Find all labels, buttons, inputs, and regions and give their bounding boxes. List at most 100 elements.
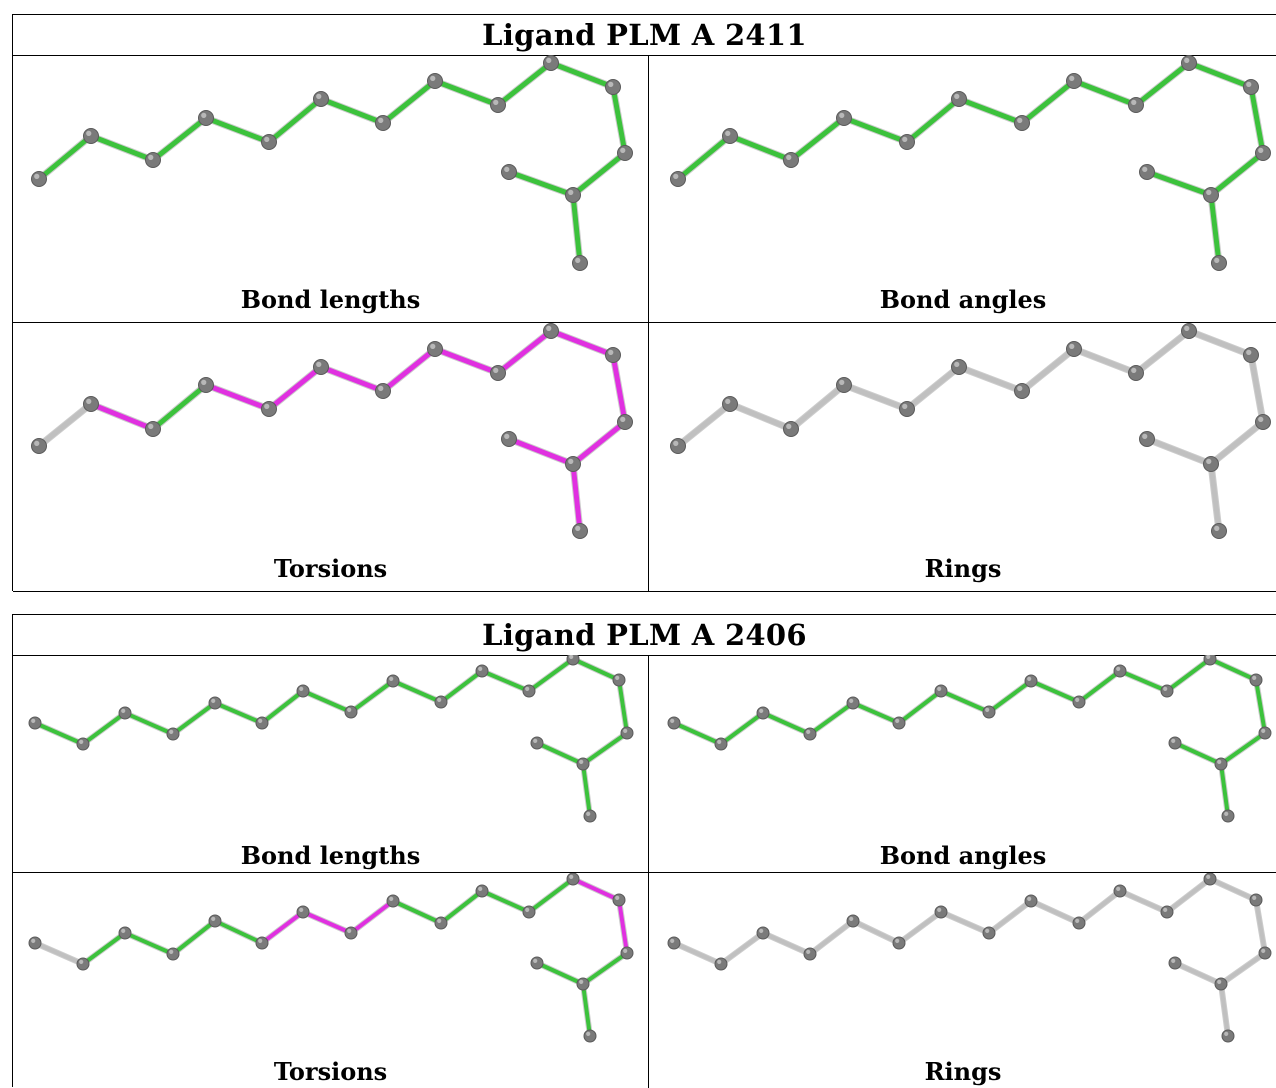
atom: [722, 128, 738, 144]
atom-highlight: [575, 257, 581, 263]
atom-highlight: [201, 112, 207, 118]
atom: [783, 421, 799, 437]
bond: [570, 192, 583, 266]
bond: [897, 910, 943, 945]
bond: [260, 689, 305, 725]
atom-highlight: [347, 707, 352, 713]
panel-caption: Bond angles: [879, 285, 1047, 314]
atom-highlight: [954, 361, 960, 367]
bond: [1077, 889, 1122, 925]
bond: [571, 657, 621, 682]
atom: [783, 152, 799, 168]
atom-highlight: [1184, 57, 1190, 63]
atom-highlight: [1217, 979, 1222, 985]
atom-highlight: [258, 718, 263, 724]
atom: [1014, 383, 1030, 399]
panel-caption: Bond lengths: [240, 285, 421, 314]
bond: [570, 150, 628, 198]
atom-highlight: [1027, 896, 1032, 902]
atom-highlight: [759, 928, 764, 934]
bond: [123, 931, 175, 956]
bond: [81, 931, 127, 966]
bond: [581, 731, 629, 766]
atom: [1072, 916, 1086, 930]
atom-highlight: [378, 117, 384, 123]
atom-highlight: [1224, 1031, 1229, 1036]
panel-torsions: Torsions: [13, 873, 649, 1088]
atom: [1160, 684, 1174, 698]
bond: [1133, 328, 1192, 376]
atom-highlight: [608, 81, 614, 87]
atom-highlight: [615, 675, 620, 681]
bond: [617, 898, 629, 955]
atom: [296, 684, 310, 698]
bond: [33, 721, 85, 746]
bond: [719, 931, 765, 966]
atom-highlight: [1142, 433, 1148, 439]
atom-highlight: [568, 458, 574, 464]
atom: [899, 134, 915, 150]
atom: [899, 401, 915, 417]
bond: [506, 169, 576, 198]
atom-highlight: [985, 707, 990, 713]
atom: [714, 957, 728, 971]
bond: [581, 982, 592, 1038]
bond: [1019, 78, 1077, 126]
atom-highlight: [1261, 948, 1266, 954]
atom: [565, 456, 581, 472]
atom: [1211, 523, 1227, 539]
atom: [605, 347, 621, 363]
bond: [1248, 352, 1266, 425]
atom-highlight: [34, 173, 40, 179]
bond: [727, 401, 794, 432]
bond: [1173, 741, 1223, 766]
atom-highlight: [211, 698, 216, 704]
molecule-diagram: [667, 873, 1272, 1043]
atom: [313, 91, 329, 107]
bond: [171, 919, 217, 956]
bond: [897, 689, 943, 725]
atom: [892, 936, 906, 950]
atom-highlight: [1246, 81, 1252, 87]
bond: [1219, 982, 1230, 1038]
molecule-diagram: [667, 655, 1272, 823]
bond: [761, 931, 812, 956]
atom: [982, 926, 996, 940]
bond: [1248, 84, 1266, 156]
bond: [571, 877, 621, 902]
panel-torsions: Torsions: [13, 323, 649, 592]
bond: [535, 741, 585, 766]
bond: [1208, 419, 1266, 467]
bond: [1186, 60, 1254, 90]
atom: [255, 936, 269, 950]
atom: [1128, 365, 1144, 381]
bond: [1208, 657, 1258, 682]
panel-bond-angles: Bond angles: [649, 655, 1276, 873]
bond: [36, 133, 94, 182]
atom-highlight: [849, 698, 854, 704]
atom-highlight: [806, 729, 811, 735]
bond: [1219, 951, 1267, 986]
atom-highlight: [1258, 147, 1264, 153]
bond: [213, 919, 264, 945]
atom: [522, 684, 536, 698]
bond: [391, 679, 443, 704]
bond: [788, 115, 847, 163]
bond: [841, 115, 910, 145]
atom: [208, 914, 222, 928]
atom: [1181, 55, 1197, 71]
atom: [836, 377, 852, 393]
atom-highlight: [1131, 367, 1137, 373]
atom: [522, 905, 536, 919]
atom: [475, 664, 489, 678]
atom: [543, 55, 559, 71]
atom: [566, 873, 580, 886]
bond: [203, 382, 272, 412]
atom: [565, 187, 581, 203]
bond: [808, 701, 855, 736]
atom: [501, 164, 517, 180]
bond: [841, 382, 910, 412]
bond: [1071, 346, 1139, 376]
atom-highlight: [121, 708, 126, 714]
atom-highlight: [620, 416, 626, 422]
